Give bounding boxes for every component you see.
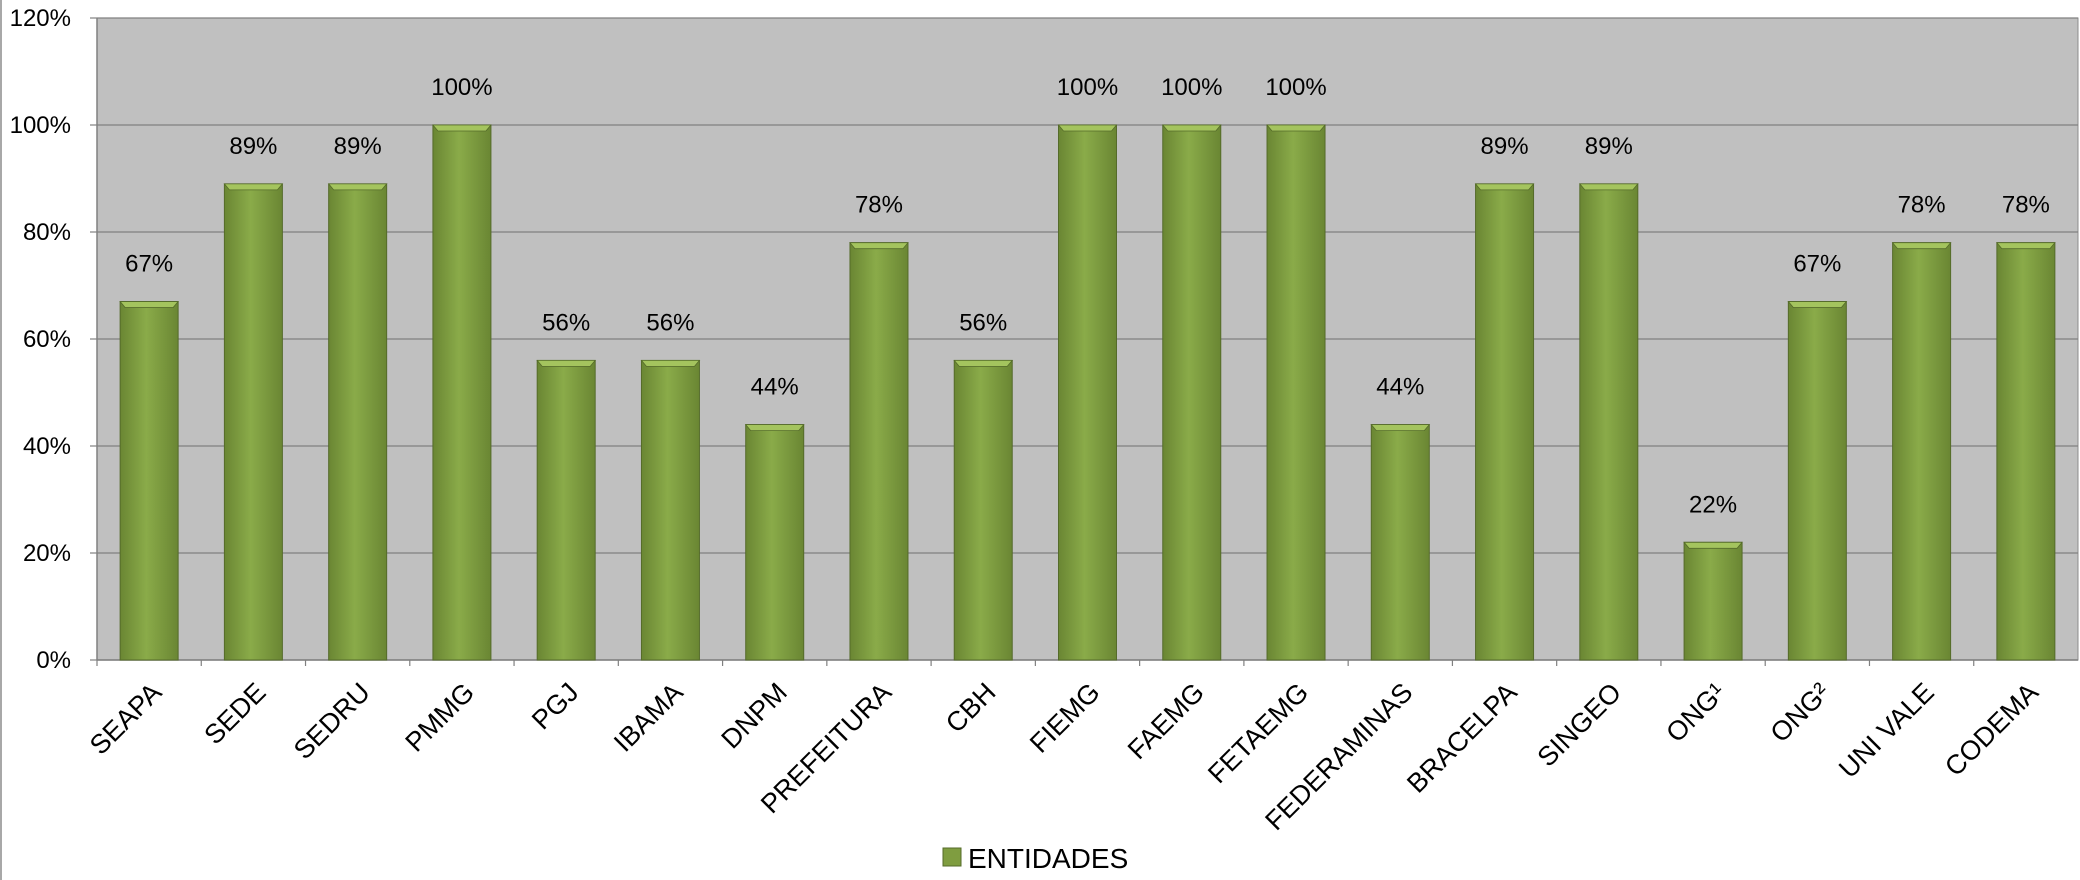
bar (745, 424, 805, 661)
data-label: 44% (751, 374, 799, 401)
bar-top-bevel (1891, 242, 1952, 250)
bar (328, 183, 388, 661)
bar (1266, 124, 1326, 661)
bar-top-bevel (1057, 124, 1118, 132)
bar (223, 183, 283, 661)
bar-top-bevel (1370, 424, 1431, 432)
bar (953, 359, 1013, 661)
bar-top-bevel (1161, 124, 1222, 132)
bar-top-bevel (1578, 183, 1639, 191)
data-label: 89% (1585, 133, 1633, 160)
data-label: 56% (542, 309, 590, 336)
bar-top-bevel (1996, 242, 2056, 250)
bar-top-bevel (223, 183, 284, 191)
data-label: 78% (1898, 192, 1946, 219)
x-category-label: FETAEMG (1202, 677, 1314, 789)
bar (1579, 183, 1639, 661)
x-category-label: ONG¹ (1660, 677, 1731, 748)
x-category-label: PGJ (526, 677, 584, 735)
bar (849, 242, 909, 661)
x-category-label: IBAMA (608, 677, 689, 758)
x-category-label: ONG² (1765, 677, 1836, 748)
bar-top-bevel (1474, 183, 1535, 191)
bar (1996, 242, 2056, 661)
data-label: 44% (1376, 374, 1424, 401)
x-category-label: SINGEO (1532, 677, 1627, 772)
data-label: 67% (1793, 251, 1841, 278)
x-category-label: CBH (940, 677, 1002, 739)
data-label: 100% (1057, 74, 1118, 101)
legend-label: ENTIDADES (968, 843, 1128, 874)
x-category-label: FIEMG (1024, 677, 1106, 759)
bar (1683, 541, 1743, 661)
data-label: 56% (959, 309, 1007, 336)
bar (1475, 183, 1535, 661)
bar (1892, 242, 1952, 661)
legend-swatch (942, 847, 962, 867)
data-label: 89% (1481, 133, 1529, 160)
x-category-label: DNPM (716, 677, 793, 754)
data-label: 56% (646, 309, 694, 336)
y-tick-label: 0% (36, 647, 71, 674)
x-category-label: CODEMA (1939, 677, 2044, 782)
data-label: 100% (1265, 74, 1326, 101)
x-category-label: UNI VALE (1833, 677, 1940, 784)
data-label: 78% (2002, 192, 2050, 219)
x-category-label: BRACELPA (1401, 677, 1523, 799)
bar-top-bevel (536, 359, 597, 367)
data-label: 89% (334, 133, 382, 160)
data-label: 100% (1161, 74, 1222, 101)
bar (432, 124, 492, 661)
bar (1162, 124, 1222, 661)
y-tick-label: 40% (23, 433, 71, 460)
bar-top-bevel (849, 242, 909, 250)
x-category-label: PMMG (400, 677, 481, 758)
bar (536, 359, 596, 661)
data-label: 67% (125, 251, 173, 278)
bar (1058, 124, 1117, 661)
y-tick-label: 20% (23, 540, 71, 567)
bar (640, 359, 700, 661)
data-label: 89% (229, 133, 277, 160)
bar-top-bevel (640, 359, 701, 367)
bar (1787, 301, 1847, 661)
x-category-label: SEDE (198, 677, 271, 750)
y-tick-label: 120% (10, 5, 71, 32)
bar-top-bevel (953, 359, 1014, 367)
data-label: 100% (431, 74, 492, 101)
y-tick-label: 60% (23, 326, 71, 353)
data-label: 78% (855, 192, 903, 219)
x-category-label: SEDRU (288, 677, 376, 765)
bar-top-bevel (1787, 301, 1848, 308)
x-category-label: SEAPA (84, 677, 167, 760)
bar-top-bevel (432, 124, 492, 132)
bar (119, 301, 179, 661)
bar (1370, 424, 1430, 661)
y-tick-label: 100% (10, 112, 71, 139)
bar-top-bevel (327, 183, 388, 191)
bar-top-bevel (744, 424, 805, 432)
y-tick-label: 80% (23, 219, 71, 246)
data-label: 22% (1689, 491, 1737, 518)
bar-top-bevel (119, 301, 179, 308)
bar-top-bevel (1266, 124, 1326, 132)
bar-top-bevel (1683, 541, 1743, 549)
x-category-label: FAEMG (1122, 677, 1210, 765)
